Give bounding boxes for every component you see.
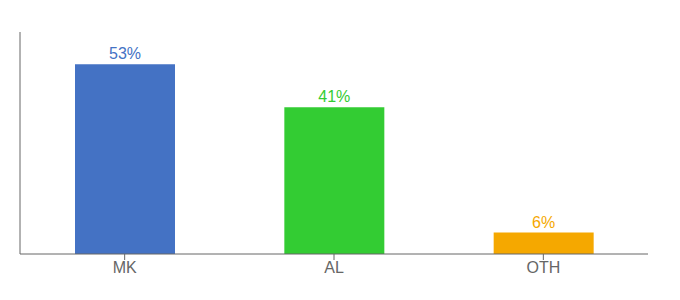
svg-text:MK: MK <box>113 259 137 276</box>
svg-text:53%: 53% <box>109 45 141 62</box>
svg-text:6%: 6% <box>532 214 555 231</box>
svg-text:AL: AL <box>324 259 344 276</box>
svg-text:41%: 41% <box>318 88 350 105</box>
svg-text:OTH: OTH <box>526 259 560 276</box>
